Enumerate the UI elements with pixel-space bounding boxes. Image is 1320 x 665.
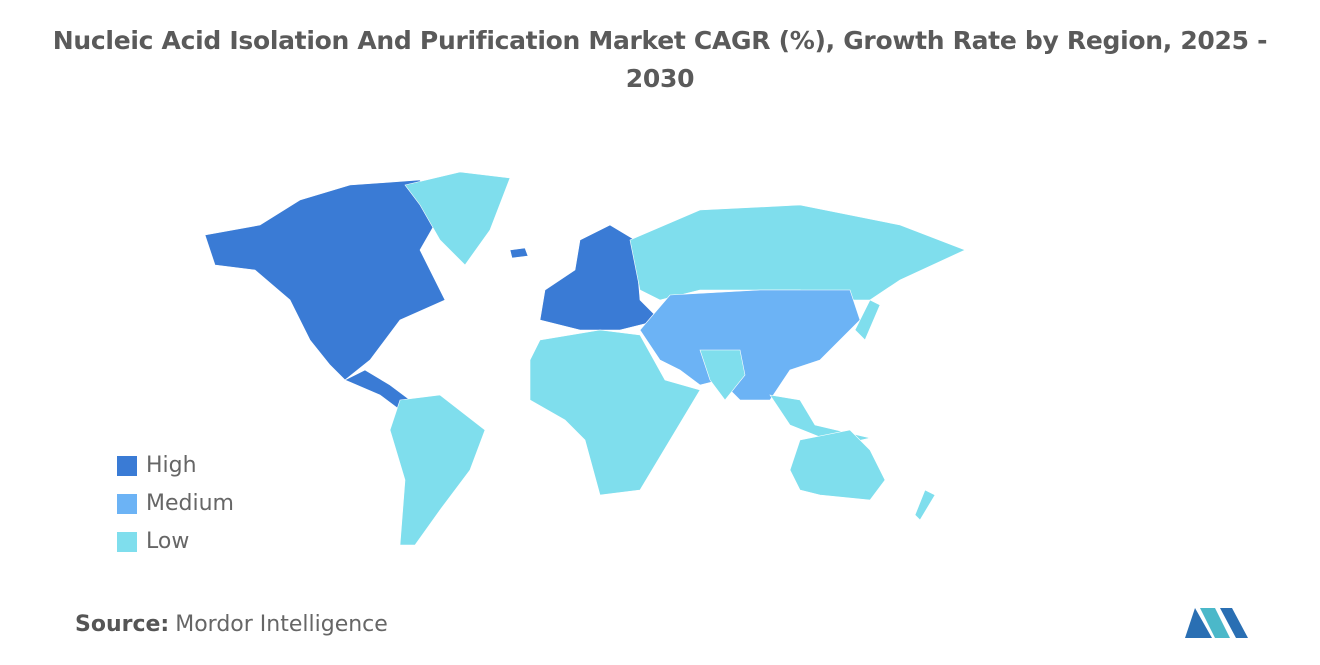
africa: [529, 329, 701, 496]
asia: [639, 289, 861, 401]
russia: [629, 204, 966, 301]
japan: [854, 299, 881, 341]
chart-title: Nucleic Acid Isolation And Purification …: [52, 26, 1268, 93]
greenland: [404, 171, 511, 266]
source: Source: Mordor Intelligence: [75, 612, 388, 637]
logo: [1185, 608, 1248, 638]
new-zealand: [914, 489, 936, 521]
australia: [789, 429, 886, 501]
legend-swatch: [117, 456, 137, 476]
iceland: [509, 247, 529, 259]
source-label: Source:: [75, 612, 170, 637]
legend-label: High: [146, 453, 197, 478]
legend-swatch: [117, 532, 137, 552]
north-america: [204, 179, 446, 381]
india: [699, 349, 746, 401]
legend-label: Medium: [146, 491, 234, 516]
source-text: Mordor Intelligence: [175, 612, 388, 637]
legend-swatch: [117, 494, 137, 514]
regions: [204, 171, 966, 546]
legend-label: Low: [146, 529, 189, 554]
south-america: [389, 394, 486, 546]
